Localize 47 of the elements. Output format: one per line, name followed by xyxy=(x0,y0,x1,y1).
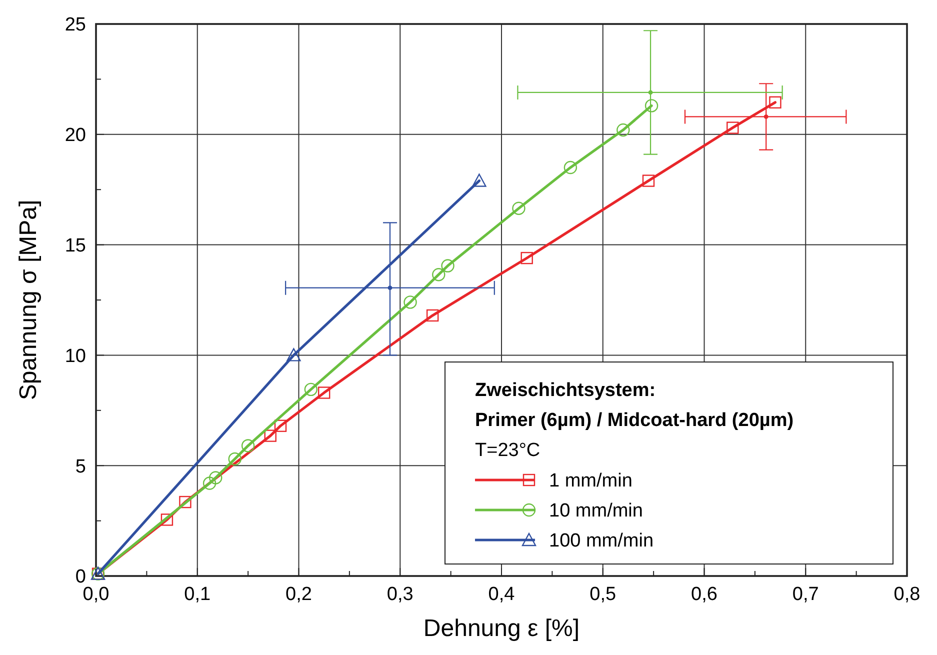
x-tick-label: 0,4 xyxy=(488,584,516,605)
point xyxy=(228,452,242,466)
y-tick-label: 15 xyxy=(64,235,86,256)
point xyxy=(520,252,533,264)
legend-title: Zweischichtsystem: Primer (6µm) / Midcoat-hard (20µm) xyxy=(475,380,794,431)
y-tick-label: 10 xyxy=(64,346,86,367)
legend-label: 10 mm/min xyxy=(549,500,643,522)
point xyxy=(264,430,276,442)
point xyxy=(426,309,439,322)
annotation: T=23°C xyxy=(475,440,540,461)
point xyxy=(286,348,301,362)
x-tick-label: 0,3 xyxy=(386,584,414,605)
point xyxy=(769,96,782,108)
point xyxy=(648,90,653,95)
point xyxy=(644,99,658,112)
point xyxy=(274,420,287,432)
y-tick-label: 20 xyxy=(64,125,86,146)
y-tick-label: 5 xyxy=(75,456,86,478)
legend-label: 1 mm/min xyxy=(549,470,632,492)
point xyxy=(441,259,454,272)
x-tick-label: 0,6 xyxy=(691,584,718,605)
point xyxy=(616,123,630,137)
x-tick-label: 0,8 xyxy=(894,584,920,605)
point xyxy=(318,386,330,399)
point xyxy=(304,382,318,396)
y-axis-title: Spannung σ [MPa] xyxy=(15,200,42,400)
x-tick-label: 0,2 xyxy=(286,584,312,605)
point xyxy=(472,174,486,187)
point xyxy=(726,122,739,134)
point xyxy=(160,514,174,526)
point xyxy=(241,439,255,452)
point xyxy=(404,296,417,309)
point xyxy=(432,268,446,282)
point xyxy=(388,286,392,290)
x-tick-label: 0,7 xyxy=(792,584,819,605)
point xyxy=(764,114,768,119)
legend-label: 100 mm/min xyxy=(549,530,654,552)
point xyxy=(179,496,192,508)
point xyxy=(202,476,216,490)
point xyxy=(512,202,526,215)
x-tick-label: 0,1 xyxy=(184,584,211,605)
y-tick-label: 25 xyxy=(64,14,86,36)
x-tick-label: 0,5 xyxy=(590,584,616,605)
point xyxy=(564,160,578,174)
point xyxy=(209,471,222,484)
x-axis-title: Dehnung ε [%] xyxy=(423,615,580,642)
point xyxy=(642,174,655,187)
